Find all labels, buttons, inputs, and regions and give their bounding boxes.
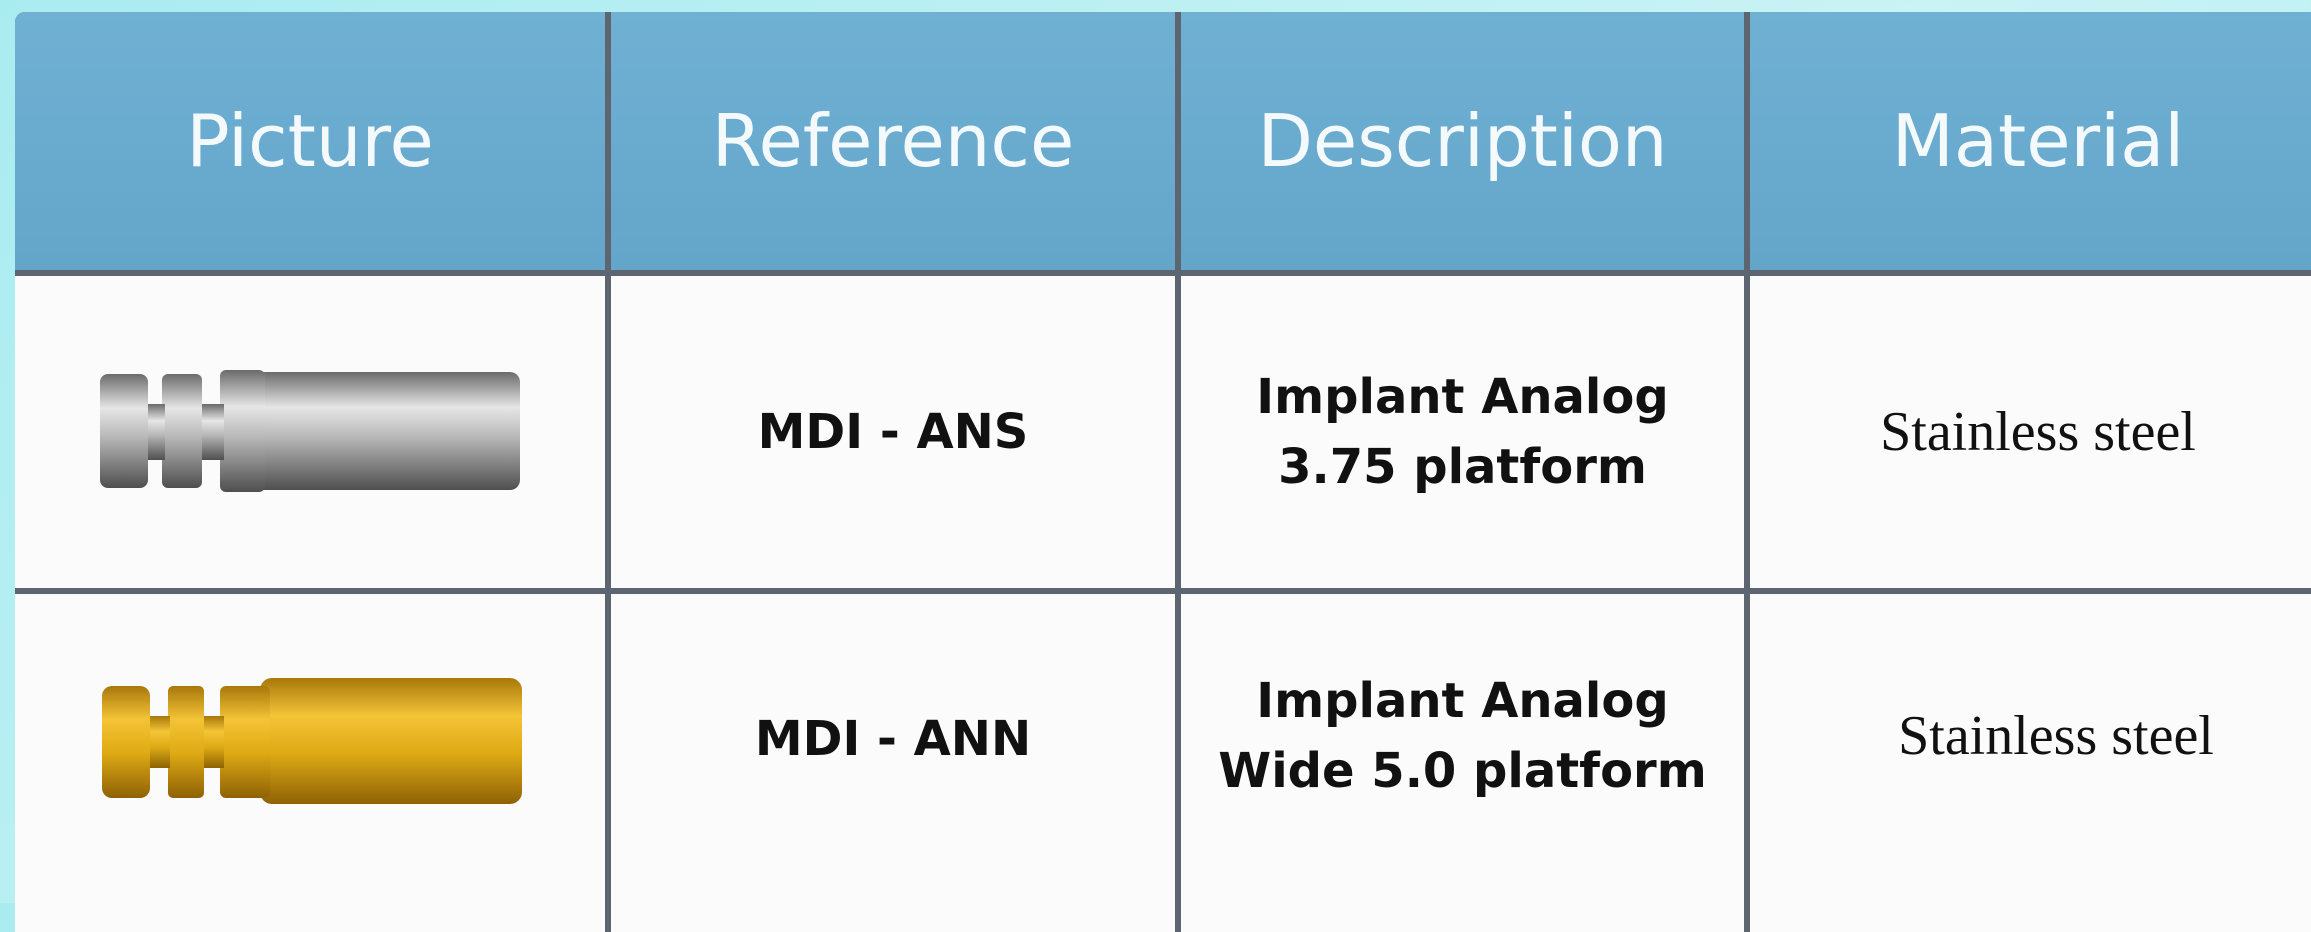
- picture-cell: [15, 276, 605, 588]
- description-cell: Implant Analog Wide 5.0 platform: [1181, 594, 1744, 932]
- header-cell: Reference: [611, 12, 1175, 270]
- product-table: Picture Reference Description Material M…: [15, 12, 2311, 932]
- material-text: Stainless steel: [1880, 401, 2196, 463]
- header-text: Picture: [186, 99, 434, 183]
- description-line: 3.75 platform: [1278, 439, 1647, 495]
- picture-cell: [15, 594, 605, 932]
- description-cell: Implant Analog 3.75 platform: [1181, 276, 1744, 588]
- description-line: Implant Analog: [1256, 673, 1669, 729]
- reference-cell: MDI - ANN: [611, 594, 1175, 932]
- material-cell: Stainless steel: [1750, 276, 2311, 588]
- silver-analog-image: [100, 370, 520, 492]
- header-cell: Material: [1750, 12, 2311, 270]
- reference-text: MDI - ANN: [754, 711, 1032, 767]
- reference-text: MDI - ANS: [757, 404, 1029, 460]
- gold-analog-image: [102, 678, 522, 804]
- material-text: Stainless steel: [1898, 705, 2214, 767]
- header-text: Reference: [711, 99, 1075, 183]
- header-cell: Picture: [15, 12, 605, 270]
- header-text: Material: [1891, 99, 2185, 183]
- header-cell: Description: [1181, 12, 1744, 270]
- reference-cell: MDI - ANS: [611, 276, 1175, 588]
- description-line: Wide 5.0 platform: [1218, 743, 1707, 799]
- description-line: Implant Analog: [1256, 369, 1669, 425]
- header-text: Description: [1257, 99, 1668, 183]
- material-cell: Stainless steel: [1750, 594, 2311, 932]
